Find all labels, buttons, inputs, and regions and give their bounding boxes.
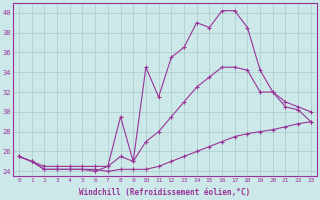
X-axis label: Windchill (Refroidissement éolien,°C): Windchill (Refroidissement éolien,°C) bbox=[79, 188, 251, 197]
